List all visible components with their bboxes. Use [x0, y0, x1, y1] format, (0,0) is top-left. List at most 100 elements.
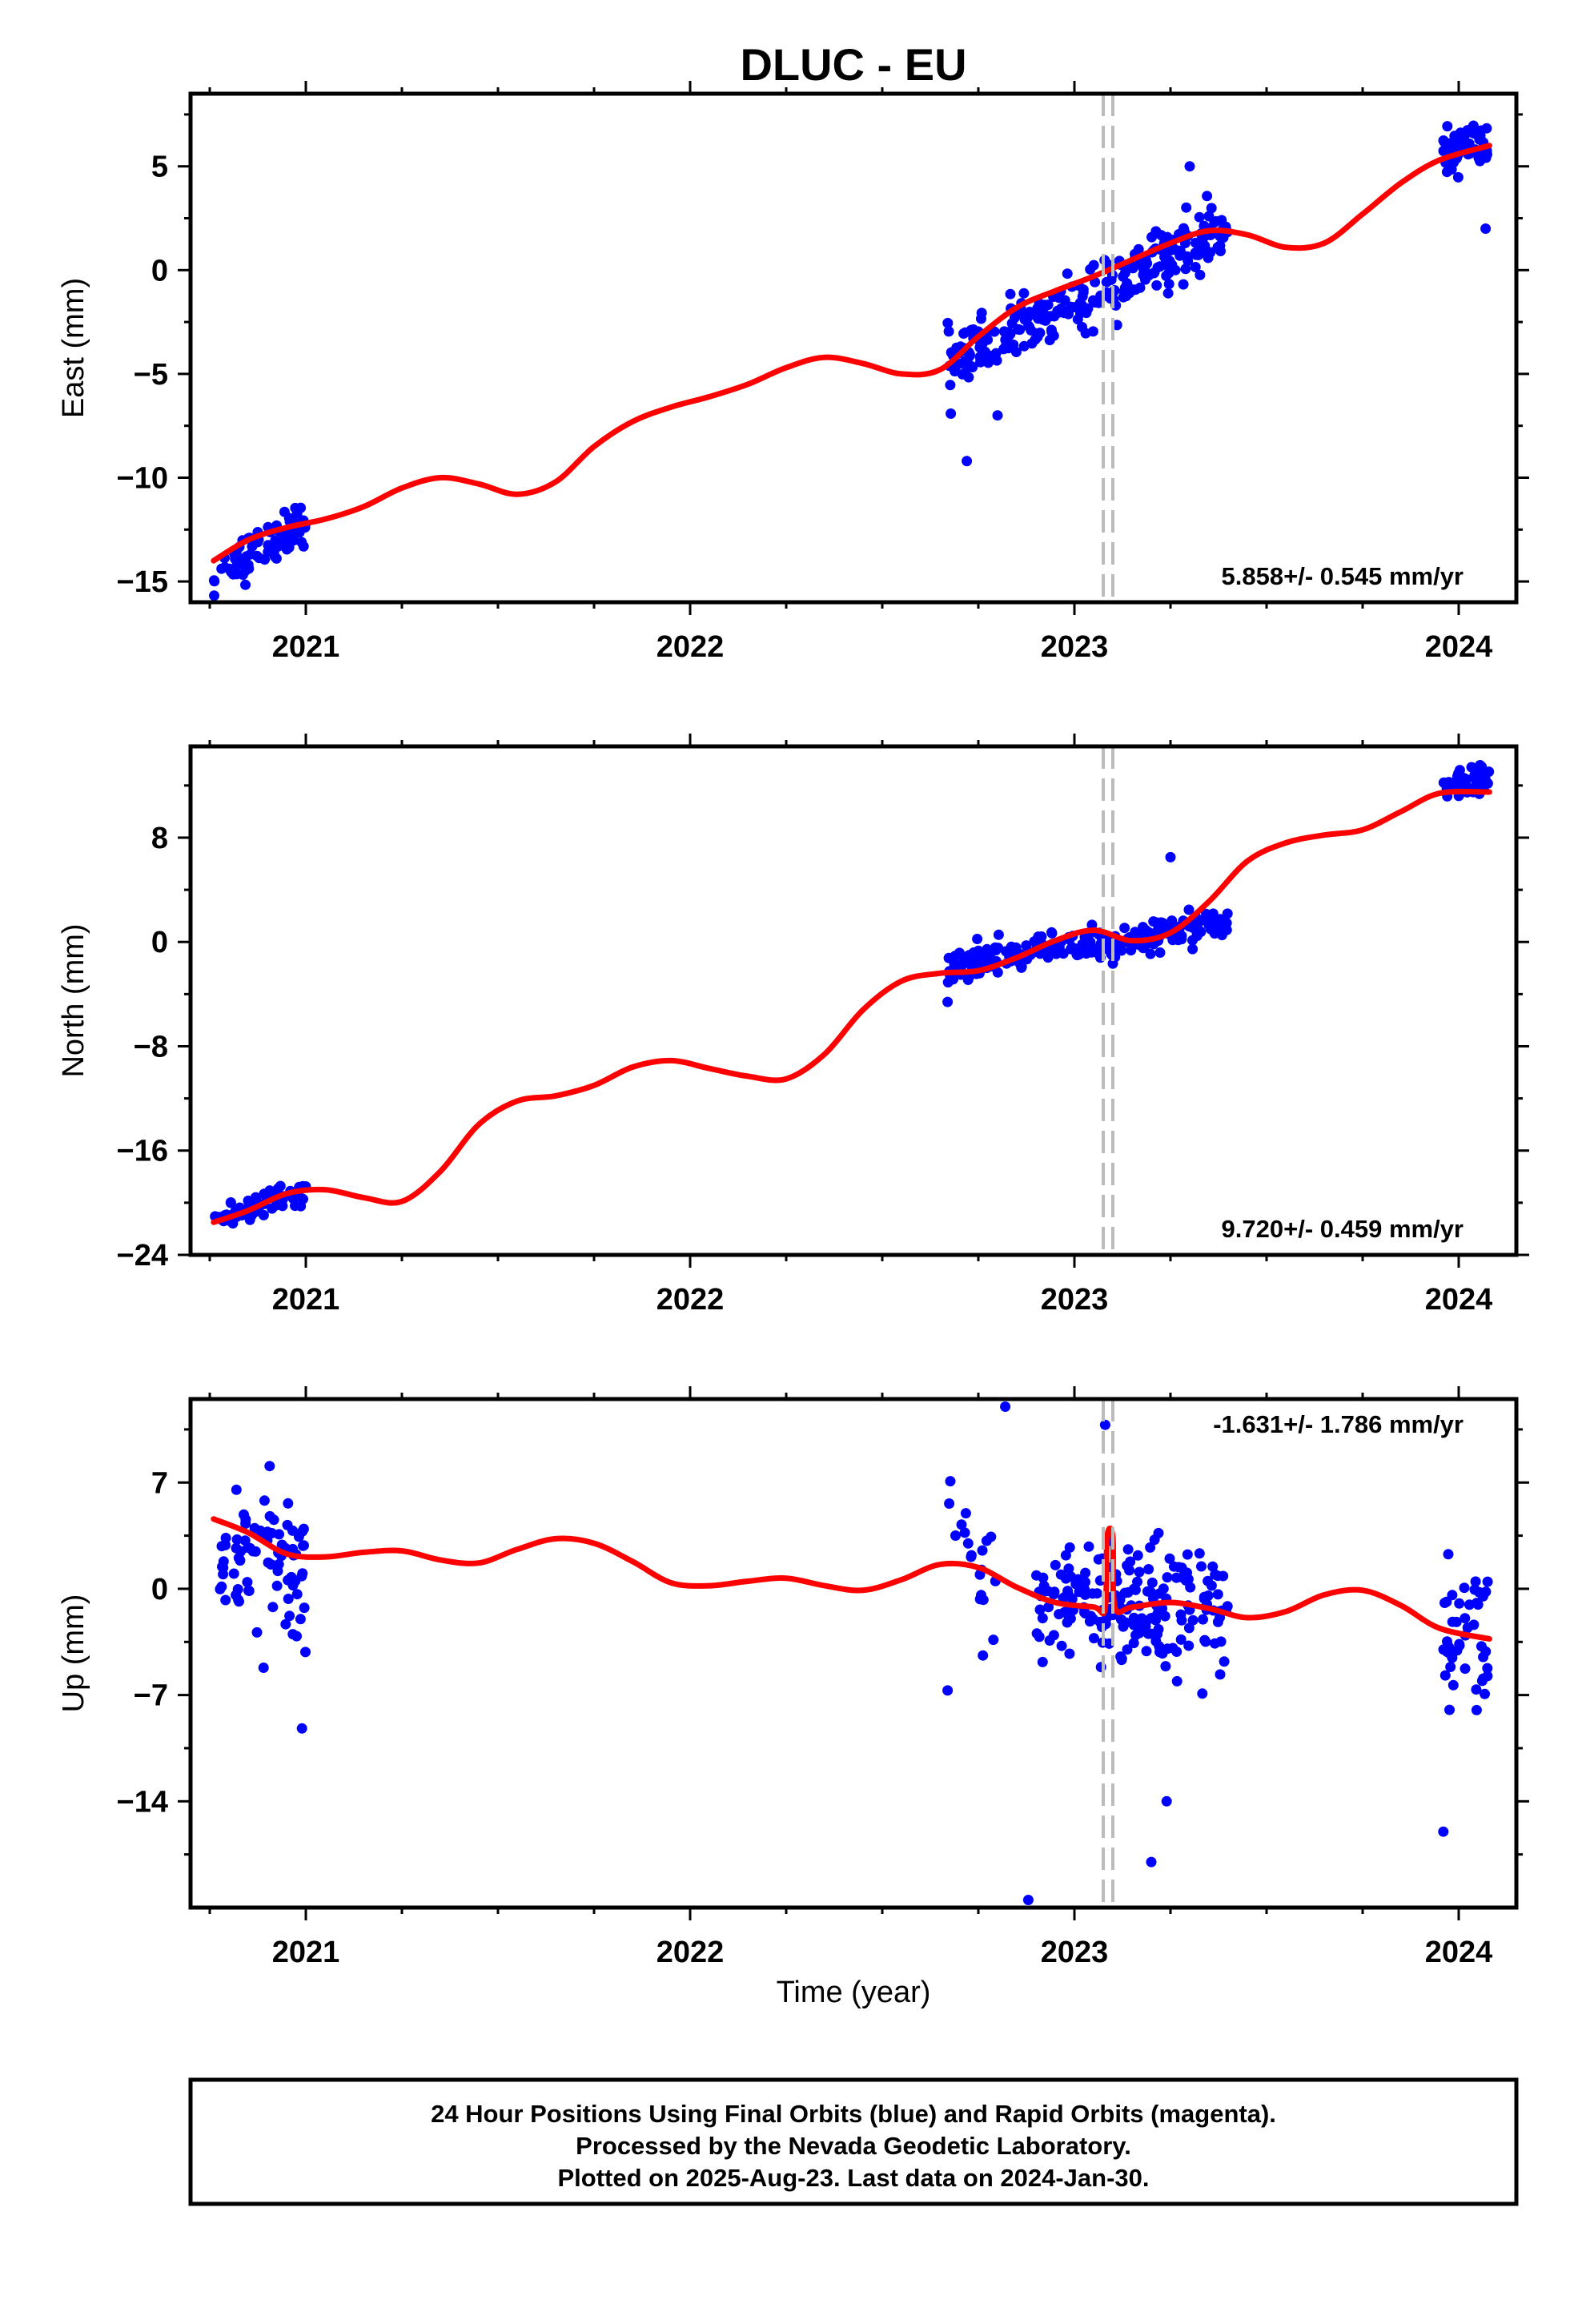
data-point	[1162, 1572, 1173, 1583]
data-point	[1196, 1561, 1207, 1572]
data-point	[1209, 1638, 1220, 1649]
data-point	[1475, 131, 1486, 141]
data-point	[1148, 267, 1159, 279]
data-point	[964, 351, 975, 362]
data-point	[956, 1519, 967, 1530]
data-point	[1199, 243, 1210, 255]
data-point-outlier	[258, 1663, 269, 1673]
data-point	[1170, 244, 1181, 255]
y-tick-label: −5	[134, 358, 168, 392]
data-point	[1080, 1567, 1091, 1578]
y-tick-label: −8	[134, 1030, 168, 1063]
data-point	[1164, 1553, 1175, 1564]
data-point	[232, 1584, 243, 1594]
data-point	[1449, 131, 1460, 142]
data-point	[1141, 1646, 1152, 1657]
data-point	[243, 1585, 254, 1596]
data-point	[1448, 779, 1460, 790]
plot-area	[208, 120, 1492, 601]
data-point	[1478, 1651, 1489, 1663]
fit-curve	[211, 1516, 1492, 1642]
data-point	[1010, 312, 1020, 324]
data-point	[272, 1183, 283, 1194]
data-point	[1473, 1586, 1484, 1598]
data-point	[287, 1525, 298, 1536]
data-point	[1130, 284, 1141, 296]
data-point-outlier	[1165, 851, 1176, 862]
data-point	[1132, 1576, 1142, 1587]
data-point	[1085, 263, 1096, 275]
data-point-outlier	[942, 1685, 954, 1696]
data-point	[1160, 259, 1171, 270]
data-point	[999, 326, 1010, 337]
data-point	[1175, 1634, 1186, 1645]
caption-frame	[188, 2077, 1519, 2206]
data-point	[215, 1583, 226, 1594]
data-point	[287, 1629, 299, 1640]
data-point-outlier	[1099, 1419, 1110, 1430]
y-tick-label: −16	[117, 1135, 168, 1168]
data-point-outlier	[1184, 161, 1195, 172]
y-axis-label: East (mm)	[57, 278, 90, 418]
data-point	[1468, 1619, 1480, 1630]
data-point	[1160, 1661, 1171, 1672]
data-point	[209, 576, 220, 587]
data-point	[298, 1523, 309, 1534]
data-point	[284, 1610, 295, 1622]
data-point	[1053, 292, 1064, 303]
data-point	[1444, 157, 1456, 168]
data-point	[1438, 146, 1449, 156]
data-point-outlier	[942, 996, 954, 1007]
data-point	[218, 1562, 229, 1574]
y-tick-label: 7	[151, 1466, 168, 1500]
caption-line-1: 24 Hour Positions Using Final Orbits (bl…	[431, 2100, 1276, 2128]
data-point	[977, 1545, 988, 1556]
data-point	[1128, 1619, 1139, 1630]
data-point	[254, 553, 265, 564]
data-point-outlier	[1000, 1401, 1011, 1412]
y-tick-label: 0	[151, 1573, 168, 1606]
data-point	[1203, 913, 1215, 924]
data-point	[1010, 942, 1022, 953]
data-point	[1466, 762, 1477, 773]
data-point	[267, 1602, 279, 1613]
data-point	[295, 1614, 306, 1625]
data-point	[957, 368, 968, 380]
caption-line-3: Plotted on 2025-Aug-23. Last data on 202…	[557, 2164, 1149, 2192]
data-point	[1460, 135, 1471, 147]
data-point	[1060, 1550, 1071, 1561]
data-points	[215, 1401, 1493, 1905]
data-point	[1043, 1602, 1054, 1613]
data-point	[1460, 1663, 1471, 1675]
data-point	[1443, 1549, 1454, 1560]
fit-curve	[211, 788, 1492, 1225]
data-point	[993, 943, 1004, 954]
data-point	[283, 1594, 294, 1604]
data-point	[946, 408, 957, 419]
data-point-outlier	[962, 456, 973, 467]
caption-line-2: Processed by the Nevada Geodetic Laborat…	[576, 2132, 1131, 2160]
data-point	[1470, 1576, 1481, 1587]
data-point	[1128, 1638, 1139, 1649]
data-point	[280, 1618, 291, 1630]
data-point	[1447, 1590, 1458, 1601]
data-point	[264, 1510, 275, 1522]
data-point	[1460, 1613, 1471, 1624]
data-point	[1151, 279, 1162, 291]
data-point	[233, 1594, 244, 1606]
data-point	[295, 1200, 307, 1212]
data-point	[271, 1580, 283, 1591]
data-point	[1187, 943, 1199, 955]
data-point	[1195, 915, 1207, 927]
data-point	[1181, 202, 1192, 213]
plot-area	[211, 1401, 1493, 1905]
y-tick-label: 0	[151, 254, 168, 287]
data-point	[1021, 940, 1032, 951]
panel-east: 5 0 −5 −10 −15 2021 2022 2023 2024 East (mm) 5.858…	[57, 81, 1529, 664]
data-point	[1451, 1616, 1462, 1627]
x-axis-label: Time (year)	[777, 1976, 931, 2009]
data-point	[1038, 1572, 1049, 1583]
data-point	[972, 934, 983, 944]
data-point	[1454, 1598, 1465, 1609]
data-point	[1194, 1548, 1205, 1559]
